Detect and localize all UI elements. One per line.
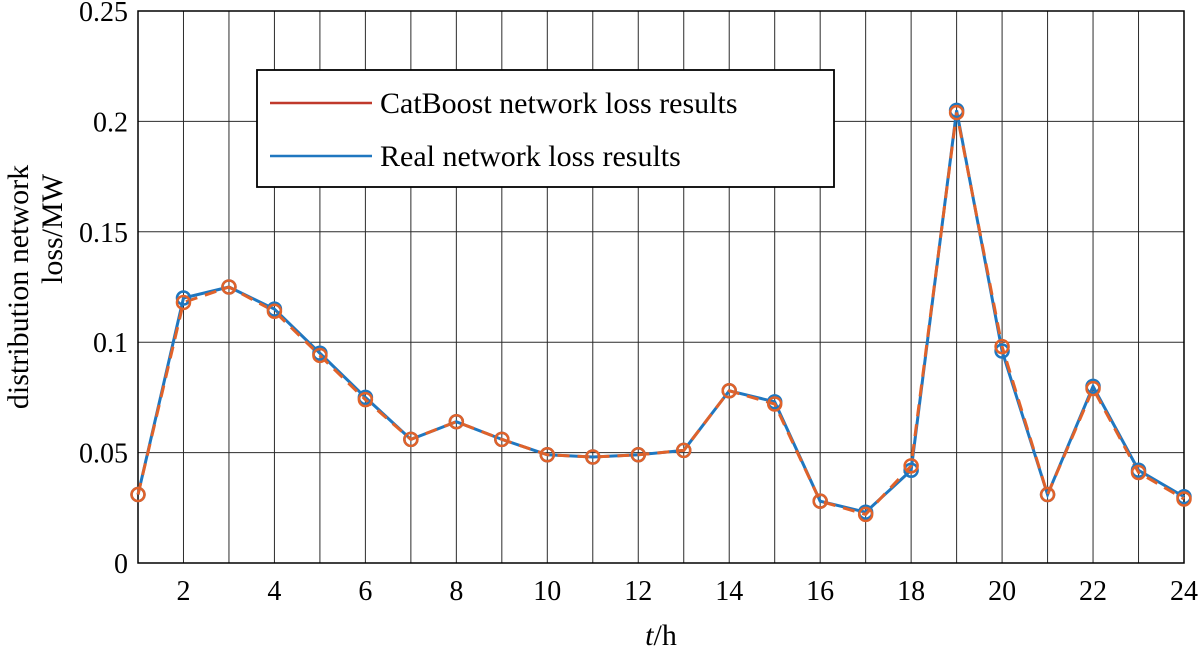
plot-frame xyxy=(137,10,1185,564)
data-point-real-network-loss-results xyxy=(994,343,1010,359)
legend-box xyxy=(256,69,835,188)
data-point-catboost-network-loss-results xyxy=(857,506,874,523)
data-point-catboost-network-loss-results xyxy=(903,458,919,474)
data-point-catboost-network-loss-results xyxy=(221,279,237,295)
y-axis-label-line-1: distribution network xyxy=(2,165,35,409)
data-point-catboost-network-loss-results xyxy=(675,442,692,459)
x-tick-label: 2 xyxy=(176,576,190,607)
data-point-catboost-network-loss-results xyxy=(403,431,419,448)
data-point-real-network-loss-results xyxy=(175,290,192,306)
y-axis-label-line-2: loss/MW xyxy=(36,173,69,284)
x-tick-label: 6 xyxy=(358,576,372,607)
data-point-catboost-network-loss-results xyxy=(721,383,737,399)
y-tick-label: 0.2 xyxy=(93,107,128,138)
data-point-catboost-network-loss-results xyxy=(1130,464,1147,481)
x-tick-label: 22 xyxy=(1079,576,1107,607)
data-point-catboost-network-loss-results xyxy=(994,338,1010,355)
data-point-catboost-network-loss-results xyxy=(175,294,192,311)
series-layer xyxy=(130,102,1192,523)
data-point-catboost-network-loss-results xyxy=(1176,491,1192,507)
x-axis-label-unit: /h xyxy=(654,619,677,651)
x-tick-label: 16 xyxy=(806,576,834,607)
data-point-catboost-network-loss-results xyxy=(494,431,510,448)
y-tick-label: 0.15 xyxy=(79,218,128,249)
y-tick-label: 0.25 xyxy=(79,0,128,28)
x-tick-label: 20 xyxy=(988,576,1016,607)
data-point-catboost-network-loss-results xyxy=(766,396,783,412)
data-point-catboost-network-loss-results xyxy=(130,486,146,503)
x-tick-label: 10 xyxy=(533,576,561,607)
x-tick-label: 24 xyxy=(1170,576,1198,607)
x-axis-label: t/h xyxy=(645,619,677,651)
x-tick-label: 14 xyxy=(715,576,743,607)
legend: CatBoost network loss results Real netwo… xyxy=(256,69,835,188)
data-point-catboost-network-loss-results xyxy=(948,104,965,121)
data-point-catboost-network-loss-results xyxy=(1039,486,1056,503)
data-point-catboost-network-loss-results xyxy=(585,449,601,465)
data-point-catboost-network-loss-results xyxy=(312,347,328,364)
data-point-catboost-network-loss-results xyxy=(812,493,828,509)
series-line-catboost-network-loss-results xyxy=(136,112,1185,517)
x-tick-label: 12 xyxy=(624,576,652,607)
x-tick-label: 4 xyxy=(267,576,281,607)
data-point-real-network-loss-results xyxy=(903,462,919,479)
data-point-catboost-network-loss-results xyxy=(266,303,283,320)
data-point-catboost-network-loss-results xyxy=(357,391,374,408)
y-tick-label: 0.1 xyxy=(93,328,128,359)
data-point-catboost-network-loss-results xyxy=(1085,380,1101,397)
data-point-catboost-network-loss-results xyxy=(630,447,647,463)
x-axis-label-var: t xyxy=(645,619,654,651)
y-tick-label: 0 xyxy=(114,549,128,580)
x-tick-label: 18 xyxy=(897,576,925,607)
data-point-catboost-network-loss-results xyxy=(539,447,556,463)
data-point-catboost-network-loss-results xyxy=(448,413,465,430)
x-tick-label: 8 xyxy=(449,576,463,607)
legend-label-catboost: CatBoost network loss results xyxy=(380,87,738,120)
y-tick-label: 0.05 xyxy=(79,439,128,470)
legend-label-real: Real network loss results xyxy=(380,140,681,173)
